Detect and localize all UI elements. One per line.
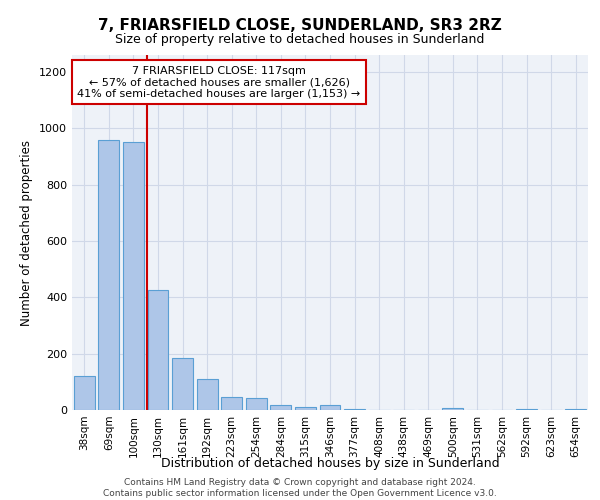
Bar [74,376,95,410]
Text: Distribution of detached houses by size in Sunderland: Distribution of detached houses by size … [161,458,499,470]
Bar [98,140,119,410]
Bar [148,290,169,410]
Text: 7, FRIARSFIELD CLOSE, SUNDERLAND, SR3 2RZ: 7, FRIARSFIELD CLOSE, SUNDERLAND, SR3 2R… [98,18,502,32]
Bar [516,408,537,410]
Text: 7 FRIARSFIELD CLOSE: 117sqm
← 57% of detached houses are smaller (1,626)
41% of : 7 FRIARSFIELD CLOSE: 117sqm ← 57% of det… [77,66,361,99]
Bar [344,408,365,410]
Bar [221,397,242,410]
Bar [271,405,292,410]
Y-axis label: Number of detached properties: Number of detached properties [20,140,34,326]
Bar [123,142,144,410]
Text: Size of property relative to detached houses in Sunderland: Size of property relative to detached ho… [115,32,485,46]
Bar [246,398,267,410]
Bar [172,358,193,410]
Bar [295,406,316,410]
Bar [442,408,463,410]
Text: Contains HM Land Registry data © Crown copyright and database right 2024.
Contai: Contains HM Land Registry data © Crown c… [103,478,497,498]
Bar [320,405,340,410]
Bar [197,379,218,410]
